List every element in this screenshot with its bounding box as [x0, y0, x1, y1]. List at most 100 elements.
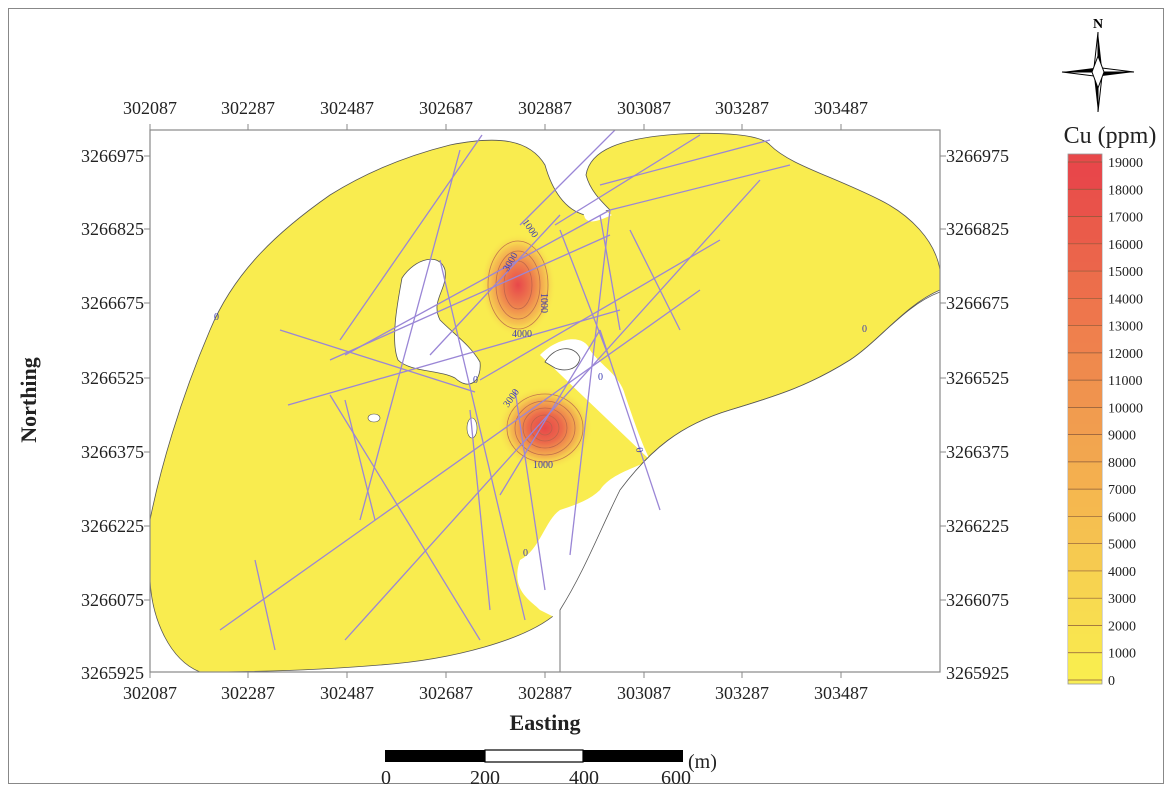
x-tick-label-top: 302287 [221, 98, 275, 118]
x-axis-title: Easting [510, 710, 581, 735]
y-tick-label-right: 3266075 [946, 590, 1009, 610]
legend-swatch [1068, 380, 1102, 408]
legend-value-label: 7000 [1108, 483, 1136, 498]
y-tick-label-left: 3266225 [81, 516, 144, 536]
legend-colorbar: 19000 18000 17000 16000 15000 14000 13000 12000… [1067, 153, 1143, 689]
contour-label: 0 [633, 447, 645, 454]
north-label: N [1093, 17, 1103, 32]
y-tick-label-left: 3266675 [81, 293, 144, 313]
x-tick-label-top: 302487 [320, 98, 374, 118]
x-tick-label-top: 303087 [617, 98, 671, 118]
gap-hole-4 [581, 180, 612, 222]
top-axis: 302087 302287 302487 302687 302887 30308… [123, 98, 868, 118]
x-tick-label-top: 302687 [419, 98, 473, 118]
map-area: 1000 3000 3000 4000 0 0 0 0 0 0 1000 100… [150, 130, 940, 672]
legend-swatch [1068, 516, 1102, 544]
scale-tick-label: 200 [470, 767, 500, 789]
x-tick-label-bottom: 302087 [123, 683, 177, 703]
legend-swatch [1068, 271, 1102, 299]
legend-value-label: 17000 [1108, 211, 1143, 226]
bottom-ticks [149, 672, 842, 678]
legend-value-label: 15000 [1108, 265, 1143, 280]
y-tick-label-right: 3266975 [946, 146, 1009, 166]
legend-value-label: 9000 [1108, 429, 1136, 444]
cu-anomaly-north [480, 233, 556, 337]
legend-swatch [1068, 298, 1102, 326]
contour-label: 0 [862, 324, 867, 335]
cu-anomaly-south [497, 386, 593, 470]
x-tick-label-bottom: 303087 [617, 683, 671, 703]
legend-swatch [1068, 325, 1102, 353]
legend-value-label: 6000 [1108, 510, 1136, 525]
contour-label: 4000 [512, 329, 532, 340]
left-axis: 3266975 3266825 3266675 3266525 3266375 … [81, 146, 144, 683]
x-tick-label-top: 302887 [518, 98, 572, 118]
legend-swatch [1068, 189, 1102, 217]
y-tick-label-left: 3266975 [81, 146, 144, 166]
y-tick-label-left: 3265925 [81, 663, 144, 683]
legend-value-label: 11000 [1108, 374, 1142, 389]
legend-value-label: 13000 [1108, 320, 1143, 335]
legend-swatch [1068, 625, 1102, 653]
right-axis: 3266975 3266825 3266675 3266525 3266375 … [946, 146, 1009, 683]
scale-unit: (m) [688, 751, 717, 773]
y-tick-label-left: 3266075 [81, 590, 144, 610]
x-tick-label-bottom: 302887 [518, 683, 572, 703]
legend-value-label: 0 [1108, 674, 1115, 689]
legend-swatch [1068, 598, 1102, 626]
y-tick-label-right: 3265925 [946, 663, 1009, 683]
legend-value-label: 4000 [1108, 565, 1136, 580]
contour-label: 1000 [533, 460, 553, 471]
legend-swatch [1068, 162, 1102, 190]
x-tick-label-top: 303487 [814, 98, 868, 118]
contour-label: 0 [598, 372, 603, 383]
x-tick-label-bottom: 302287 [221, 683, 275, 703]
legend-value-label: 14000 [1108, 292, 1143, 307]
y-tick-label-right: 3266525 [946, 368, 1009, 388]
contour-label: 1000 [538, 293, 549, 313]
legend-swatch [1068, 489, 1102, 517]
contour-label: 0 [523, 548, 528, 559]
legend-title: Cu (ppm) [1064, 123, 1157, 149]
legend-swatch [1068, 352, 1102, 381]
y-axis-title: Northing [16, 357, 41, 443]
scale-tick-label: 0 [381, 767, 391, 789]
contour-label: 0 [473, 375, 478, 386]
left-ticks [144, 155, 150, 601]
right-ticks [940, 155, 946, 601]
y-tick-label-left: 3266525 [81, 368, 144, 388]
legend-value-label: 5000 [1108, 538, 1136, 553]
gap-hole-1 [394, 258, 481, 385]
x-tick-label-bottom: 303287 [715, 683, 769, 703]
legend-value-label: 18000 [1108, 183, 1143, 198]
x-tick-label-bottom: 302687 [419, 683, 473, 703]
x-tick-label-top: 302087 [123, 98, 177, 118]
legend-value-label: 8000 [1108, 456, 1136, 471]
right-white-zone [559, 291, 940, 672]
legend-swatch [1068, 434, 1102, 462]
north-arrow-icon [1061, 31, 1135, 113]
legend-swatch [1068, 543, 1102, 571]
gap-hole-3 [544, 348, 581, 371]
top-ticks [149, 124, 842, 130]
legend-swatch [1068, 570, 1102, 599]
x-tick-label-bottom: 302487 [320, 683, 374, 703]
figure-frame [8, 8, 1164, 784]
bottom-axis: 302087 302287 302487 302687 302887 30308… [123, 683, 868, 703]
y-tick-label-right: 3266825 [946, 219, 1009, 239]
scale-tick-label: 600 [661, 767, 691, 789]
legend-value-label: 10000 [1108, 401, 1143, 416]
small-hole-a [367, 413, 381, 423]
legend-swatch [1068, 407, 1102, 435]
legend-value-label: 1000 [1108, 647, 1136, 662]
legend-value-label: 3000 [1108, 592, 1136, 607]
legend-swatch [1068, 216, 1102, 244]
legend-swatch [1068, 652, 1102, 680]
x-tick-label-bottom: 303487 [814, 683, 868, 703]
y-tick-label-left: 3266825 [81, 219, 144, 239]
y-tick-label-right: 3266225 [946, 516, 1009, 536]
legend-value-label: 16000 [1108, 238, 1143, 253]
scale-tick-label: 400 [569, 767, 599, 789]
y-tick-label-right: 3266675 [946, 293, 1009, 313]
